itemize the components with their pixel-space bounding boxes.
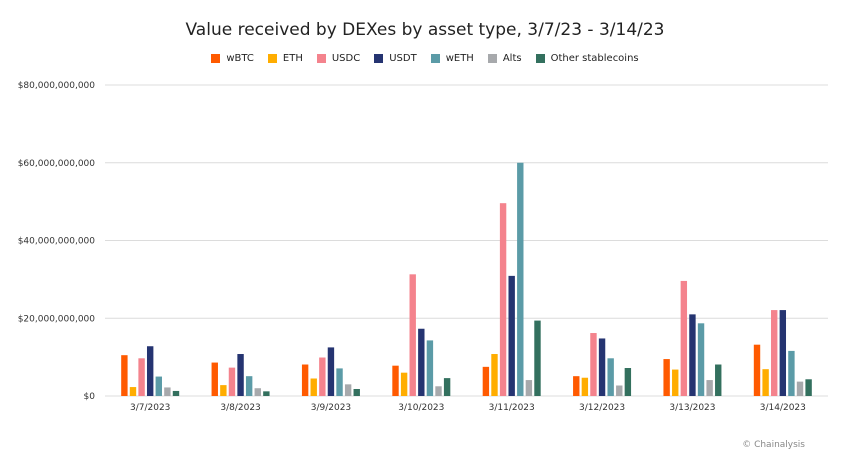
bar-wbtc [392, 365, 399, 396]
legend-label: USDT [389, 53, 417, 64]
legend-swatch [267, 54, 277, 63]
x-tick-label: 3/8/2023 [220, 403, 260, 413]
legend-swatch [535, 54, 545, 63]
y-tick-label: $0 [84, 392, 96, 402]
legend-swatch [316, 54, 326, 63]
bar-usdc [409, 274, 416, 396]
bar-eth [762, 369, 769, 396]
bar-wbtc [121, 355, 128, 396]
y-tick-label: $20,000,000,000 [18, 314, 96, 324]
bar-eth [581, 377, 589, 396]
legend-item-eth: ETH [267, 53, 303, 64]
bar-usdt [779, 310, 787, 396]
x-tick-label: 3/12/2023 [579, 403, 625, 413]
bar-usdt [598, 338, 606, 396]
legend-label: ETH [282, 53, 303, 64]
bar-wbtc [753, 344, 761, 396]
bar-usdt [418, 328, 425, 396]
bar-alts [616, 385, 623, 396]
bar-alts [706, 380, 713, 396]
legend-label: Alts [502, 53, 522, 64]
bar-usdt [327, 347, 335, 396]
bar-weth [607, 358, 614, 396]
legend-swatch [430, 54, 440, 63]
y-tick-label: $40,000,000,000 [18, 237, 96, 247]
legend-item-usdc: USDC [316, 53, 361, 64]
x-tick-label: 3/9/2023 [311, 403, 351, 413]
bar-other-stablecoins [715, 364, 722, 396]
source-credit: © Chainalysis [742, 440, 805, 450]
bar-alts [525, 380, 533, 396]
x-tick-label: 3/14/2023 [760, 403, 806, 413]
legend-label: Other stablecoins [550, 53, 639, 64]
bar-usdc [680, 280, 688, 396]
bar-usdt [689, 314, 696, 396]
bar-eth [672, 369, 679, 396]
bar-eth [400, 372, 408, 396]
bar-eth [220, 385, 227, 396]
bar-other-stablecoins [263, 391, 270, 396]
legend-label: wBTC [226, 53, 254, 64]
bar-wbtc [301, 364, 309, 396]
bar-other-stablecoins [443, 378, 451, 396]
bar-usdc [228, 367, 236, 396]
bar-alts [435, 386, 442, 396]
legend-label: USDC [331, 53, 361, 64]
x-tick-label: 3/11/2023 [489, 403, 535, 413]
bar-weth [697, 323, 705, 396]
bar-alts [164, 387, 171, 396]
bar-weth [336, 368, 343, 396]
bar-other-stablecoins [353, 389, 360, 396]
legend-item-weth: wETH [430, 53, 474, 64]
y-tick-label: $80,000,000,000 [18, 81, 96, 91]
bar-weth [426, 340, 434, 396]
legend-label: wETH [445, 53, 474, 64]
bar-wbtc [482, 366, 490, 396]
bar-usdc [499, 203, 507, 396]
legend-item-other-stablecoins: Other stablecoins [535, 53, 639, 64]
bar-eth [310, 378, 317, 396]
x-tick-label: 3/13/2023 [669, 403, 715, 413]
bar-wbtc [211, 362, 218, 396]
legend-swatch [487, 54, 497, 63]
bar-weth [788, 350, 795, 396]
bar-eth [129, 387, 137, 396]
bar-other-stablecoins [805, 379, 812, 396]
legend-swatch [374, 54, 384, 63]
bar-usdc [590, 333, 597, 396]
legend: wBTC ETH USDC USDT wETH Alts Other stablecoins [0, 53, 850, 64]
bar-usdt [237, 354, 244, 396]
bar-weth [155, 376, 162, 396]
bar-alts [254, 388, 261, 396]
bar-usdt [146, 346, 154, 396]
bar-wbtc [573, 376, 580, 396]
x-tick-label: 3/7/2023 [130, 403, 170, 413]
bar-other-stablecoins [624, 368, 632, 396]
bar-wbtc [663, 359, 670, 396]
legend-swatch [211, 54, 221, 63]
y-tick-label: $60,000,000,000 [18, 159, 96, 169]
bar-other-stablecoins [172, 390, 180, 396]
legend-item-wbtc: wBTC [211, 53, 254, 64]
bar-usdc [319, 357, 326, 396]
bar-alts [796, 381, 804, 396]
bar-alts [344, 384, 352, 396]
bar-other-stablecoins [534, 320, 541, 396]
bar-usdt [508, 275, 515, 396]
x-tick-label: 3/10/2023 [398, 403, 444, 413]
bar-usdc [771, 310, 778, 396]
bar-usdc [138, 358, 145, 396]
bar-eth [491, 354, 498, 396]
bar-weth [245, 376, 253, 396]
bar-weth [517, 162, 524, 396]
legend-item-usdt: USDT [374, 53, 417, 64]
legend-item-alts: Alts [487, 53, 522, 64]
chart-title: Value received by DEXes by asset type, 3… [185, 20, 665, 40]
